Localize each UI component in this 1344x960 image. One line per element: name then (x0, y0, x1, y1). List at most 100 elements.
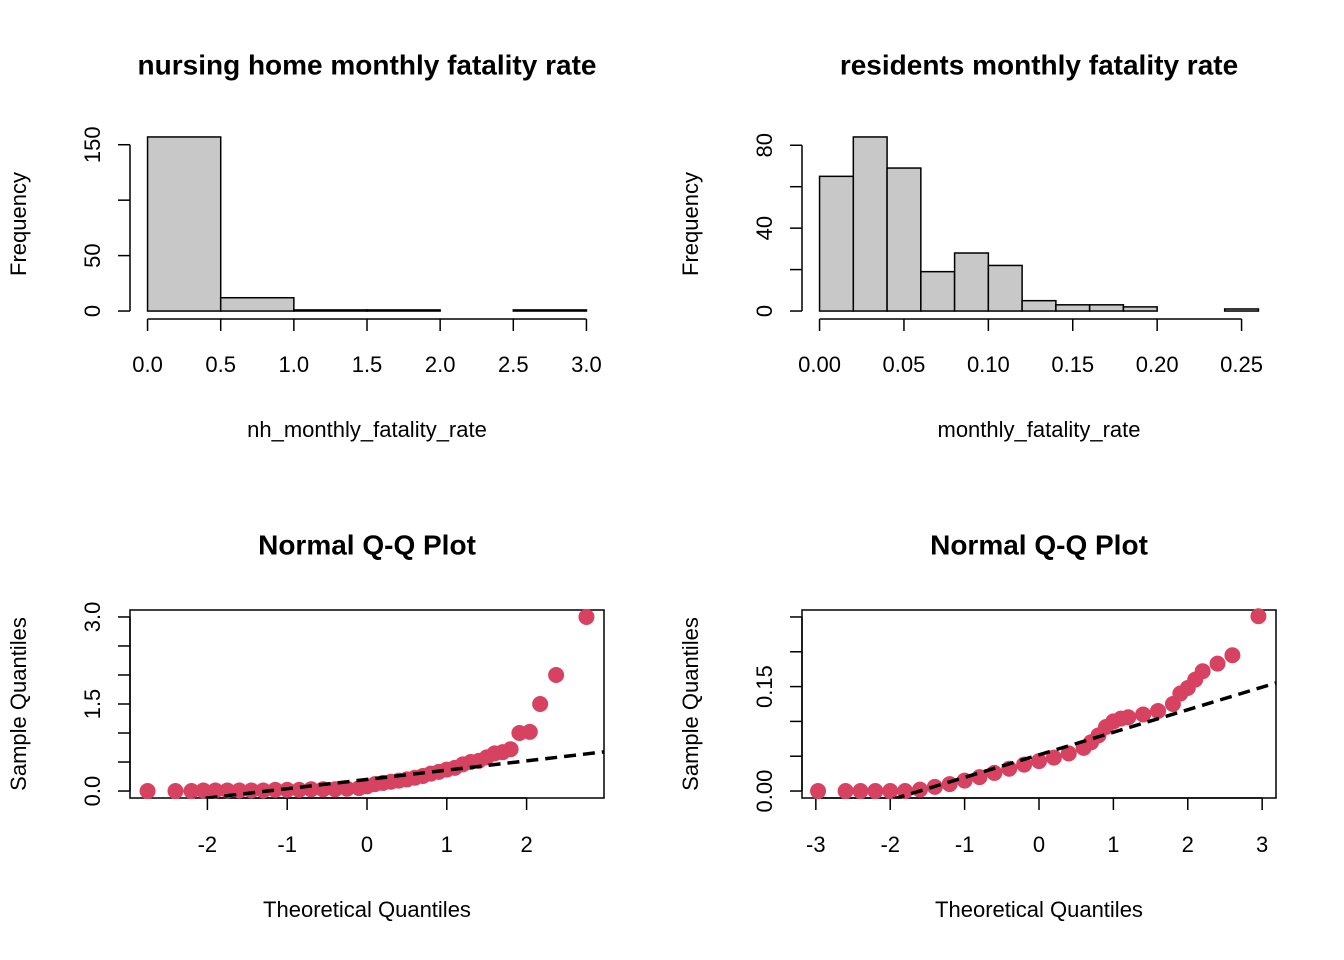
y-tick-label: 40 (752, 216, 777, 240)
bar (1088, 304, 1125, 312)
point (195, 782, 212, 799)
point (502, 741, 519, 758)
bar (293, 309, 368, 312)
x-tick-label: -2 (198, 832, 218, 857)
x-tick-label: 1 (441, 832, 453, 857)
point (852, 783, 869, 800)
bar (366, 309, 441, 312)
x-axis-label: monthly_fatality_rate (938, 417, 1141, 442)
bar (852, 136, 888, 312)
x-tick-label: 0.10 (967, 352, 1010, 377)
point (1194, 663, 1211, 680)
bar (920, 270, 956, 312)
bar (886, 167, 922, 312)
x-tick-label: 0.15 (1051, 352, 1094, 377)
point (267, 781, 284, 798)
qq-line (890, 681, 1276, 798)
x-tick-label: -2 (880, 832, 900, 857)
x-tick-label: 0.05 (883, 352, 926, 377)
point (1209, 655, 1226, 672)
y-tick-label: 150 (80, 126, 105, 163)
x-tick-label: 2.5 (498, 352, 529, 377)
x-tick-label: 0 (361, 832, 373, 857)
bar (1021, 299, 1057, 312)
panel: Normal Q-Q Plot Theoretical Quantiles Samp… (678, 529, 1277, 922)
x-tick-label: -1 (955, 832, 975, 857)
point (1060, 745, 1077, 762)
y-tick-label: 3.0 (80, 602, 105, 633)
qq-line (192, 750, 604, 798)
x-axis-label: nh_monthly_fatality_rate (247, 417, 487, 442)
bar (1055, 304, 1091, 312)
point (339, 780, 356, 797)
point (532, 696, 549, 712)
x-tick-label: 1 (1107, 832, 1119, 857)
y-tick-label: 0.00 (752, 770, 777, 813)
bar (512, 309, 588, 312)
x-tick-label: 2 (520, 832, 532, 857)
bar (1223, 308, 1260, 312)
point (810, 783, 827, 800)
x-tick-label: 0 (1033, 832, 1045, 857)
point (1150, 702, 1167, 719)
point (578, 608, 595, 625)
x-tick-label: 3 (1256, 832, 1268, 857)
point (207, 782, 224, 799)
chart-title: nursing home monthly fatality rate (138, 49, 597, 80)
bar (219, 296, 295, 312)
panel: Normal Q-Q Plot Theoretical Quantiles Samp… (6, 529, 605, 922)
point (521, 723, 538, 740)
point (1031, 753, 1047, 770)
panel: residents monthly fatality rate monthly_f… (678, 49, 1263, 441)
x-tick-label: -1 (277, 832, 297, 857)
y-tick-label: 1.5 (80, 689, 105, 720)
x-axis-label: Theoretical Quantiles (935, 897, 1143, 922)
x-tick-label: 1.0 (279, 352, 310, 377)
y-tick-label: 0.15 (752, 665, 777, 708)
x-tick-label: 0.20 (1136, 352, 1179, 377)
y-tick-label: 0 (752, 305, 777, 317)
x-tick-label: 0.00 (798, 352, 841, 377)
x-tick-label: 3.0 (571, 352, 602, 377)
x-tick-label: 0.5 (205, 352, 236, 377)
point (1016, 756, 1033, 773)
x-tick-label: 2.0 (425, 352, 456, 377)
y-tick-label: 0 (80, 305, 105, 317)
point (867, 783, 884, 800)
y-tick-label: 50 (80, 243, 105, 267)
bar (146, 136, 222, 312)
bar (987, 264, 1023, 312)
point (882, 783, 899, 800)
point (167, 783, 184, 800)
point (1045, 749, 1062, 766)
x-axis-label: Theoretical Quantiles (263, 897, 471, 922)
point (183, 783, 200, 800)
y-axis-label: Sample Quantiles (678, 617, 703, 791)
point (1135, 706, 1152, 723)
panel: nursing home monthly fatality rate nh_mon… (6, 49, 602, 441)
point (1120, 709, 1137, 726)
point (327, 781, 344, 798)
y-tick-label: 80 (752, 133, 777, 157)
y-axis-label: Frequency (6, 172, 31, 276)
point (1250, 608, 1267, 625)
chart-title: Normal Q-Q Plot (258, 529, 476, 560)
x-tick-label: 1.5 (352, 352, 383, 377)
x-tick-label: 0.0 (132, 352, 163, 377)
bar (953, 252, 990, 312)
x-tick-label: -3 (806, 832, 826, 857)
y-axis-label: Frequency (678, 172, 703, 276)
point (139, 783, 156, 800)
point (548, 666, 565, 683)
chart-title: residents monthly fatality rate (840, 49, 1238, 80)
bar (818, 175, 855, 312)
bar (1122, 306, 1158, 312)
point (1224, 647, 1241, 664)
point (837, 783, 854, 800)
chart-title: Normal Q-Q Plot (930, 529, 1148, 560)
x-tick-label: 0.25 (1220, 352, 1263, 377)
y-axis-label: Sample Quantiles (6, 617, 31, 791)
x-tick-label: 2 (1182, 832, 1194, 857)
y-tick-label: 0.0 (80, 776, 105, 807)
